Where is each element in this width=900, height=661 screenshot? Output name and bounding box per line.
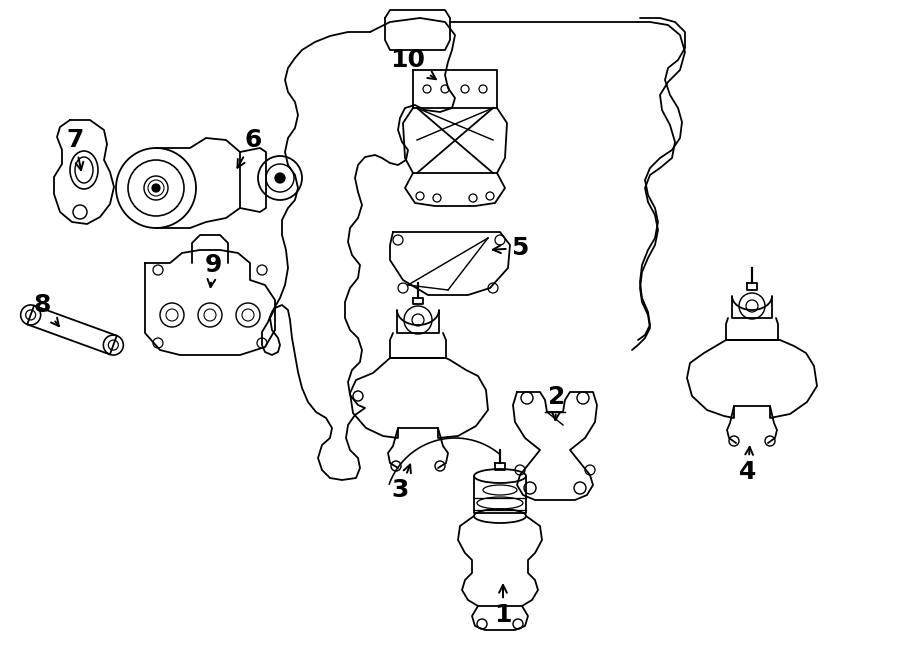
Text: 10: 10 <box>391 48 436 79</box>
Text: 7: 7 <box>67 128 84 170</box>
Text: 8: 8 <box>33 293 58 326</box>
Text: 4: 4 <box>739 447 757 484</box>
Circle shape <box>275 173 285 183</box>
Text: 5: 5 <box>493 236 528 260</box>
Text: 1: 1 <box>494 585 512 627</box>
Text: 9: 9 <box>204 253 221 287</box>
Text: 2: 2 <box>548 385 566 420</box>
Text: 6: 6 <box>238 128 262 168</box>
Circle shape <box>152 184 160 192</box>
Text: 3: 3 <box>392 465 411 502</box>
